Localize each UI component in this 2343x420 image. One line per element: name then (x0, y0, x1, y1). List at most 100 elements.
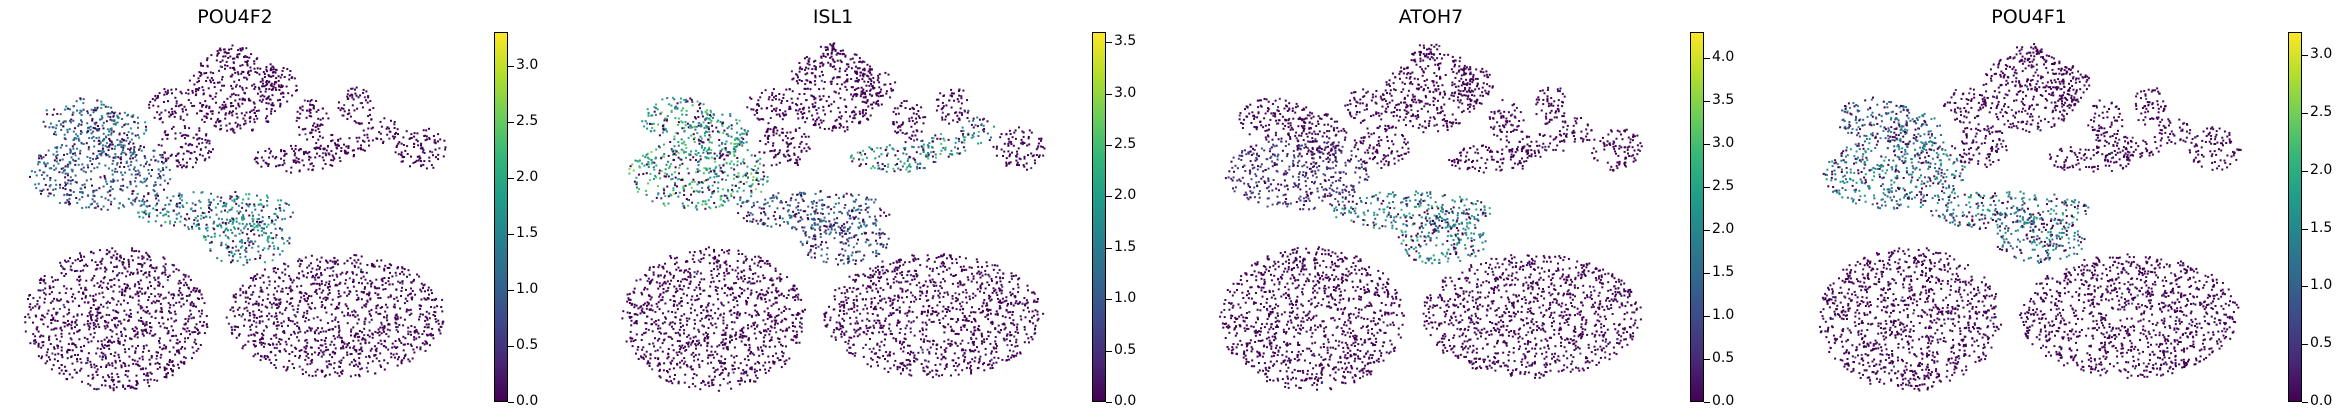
umap-point (365, 293, 368, 296)
umap-point (755, 337, 758, 340)
umap-point (369, 349, 372, 352)
umap-point (358, 122, 361, 125)
umap-point (177, 349, 180, 352)
umap-point (69, 162, 72, 165)
umap-point (391, 283, 394, 286)
umap-point (66, 193, 69, 195)
umap-point (57, 352, 60, 355)
umap-point (268, 245, 271, 248)
umap-point (151, 169, 153, 171)
umap-point (406, 342, 409, 345)
umap-point (740, 288, 743, 291)
umap-point (54, 279, 57, 282)
umap-point (108, 137, 111, 140)
umap-point (677, 331, 680, 334)
umap-point (352, 314, 355, 317)
umap-point (304, 133, 307, 136)
umap-point (274, 68, 277, 71)
umap-point (92, 130, 95, 133)
umap-point (289, 302, 292, 304)
umap-point (757, 295, 760, 298)
umap-point (235, 195, 238, 198)
umap-point (316, 316, 319, 319)
umap-point (284, 340, 287, 343)
umap-point (361, 306, 364, 309)
umap-point (245, 193, 248, 196)
umap-point (119, 140, 122, 143)
umap-point (38, 161, 41, 164)
umap-point (111, 364, 114, 367)
umap-point (698, 281, 701, 284)
umap-point (166, 210, 169, 213)
umap-point (423, 297, 426, 300)
umap-point (199, 72, 202, 74)
umap-point (98, 187, 101, 190)
umap-point (402, 273, 405, 276)
umap-point (253, 67, 256, 70)
umap-point (74, 174, 77, 177)
umap-point (334, 371, 337, 374)
umap-point (275, 234, 278, 237)
umap-point (389, 295, 392, 298)
umap-point (145, 184, 148, 187)
umap-point (98, 127, 101, 130)
umap-point (74, 321, 77, 323)
umap-point (117, 353, 120, 356)
umap-point (257, 109, 260, 112)
umap-point (397, 280, 400, 283)
umap-point (747, 359, 750, 361)
umap-point (229, 55, 232, 58)
umap-point (428, 138, 431, 140)
umap-point (762, 330, 765, 333)
umap-point (308, 374, 311, 377)
umap-point (212, 72, 215, 75)
umap-point (133, 146, 136, 149)
umap-point (673, 285, 676, 288)
umap-point (241, 347, 244, 350)
umap-point (399, 316, 402, 319)
umap-point (141, 200, 144, 203)
umap-point (157, 160, 160, 163)
umap-point (361, 282, 363, 285)
umap-point (117, 339, 120, 342)
umap-point (716, 265, 719, 268)
umap-point (366, 334, 369, 337)
umap-point (123, 294, 126, 297)
umap-point (251, 225, 254, 228)
umap-point (176, 342, 179, 345)
umap-point (248, 258, 251, 261)
umap-point (338, 329, 341, 332)
umap-point (70, 327, 73, 330)
umap-point (225, 316, 228, 319)
umap-point (330, 150, 333, 153)
umap-point (191, 331, 194, 334)
umap-point (97, 205, 100, 208)
umap-point (229, 66, 232, 69)
umap-point (101, 355, 104, 358)
umap-point (28, 294, 31, 297)
umap-point (707, 356, 710, 359)
umap-point (85, 279, 88, 282)
umap-point (405, 288, 407, 291)
panel-title: ISL1 (812, 6, 854, 28)
umap-point (109, 279, 112, 282)
umap-point (633, 303, 636, 306)
umap-point (206, 326, 209, 328)
umap-point (67, 179, 70, 182)
umap-point (305, 355, 308, 358)
umap-point (798, 341, 801, 344)
umap-point (250, 230, 252, 233)
umap-point (37, 330, 40, 333)
umap-point (280, 229, 283, 232)
umap-point (692, 254, 695, 257)
umap-point (157, 173, 160, 175)
umap-point (102, 305, 105, 308)
umap-point (180, 347, 183, 350)
umap-point (80, 361, 83, 364)
umap-point (280, 84, 283, 87)
umap-point (257, 151, 259, 154)
umap-point (205, 315, 208, 317)
panel-title: POU4F2 (197, 6, 273, 28)
umap-point (64, 184, 67, 187)
umap-point (265, 68, 268, 71)
